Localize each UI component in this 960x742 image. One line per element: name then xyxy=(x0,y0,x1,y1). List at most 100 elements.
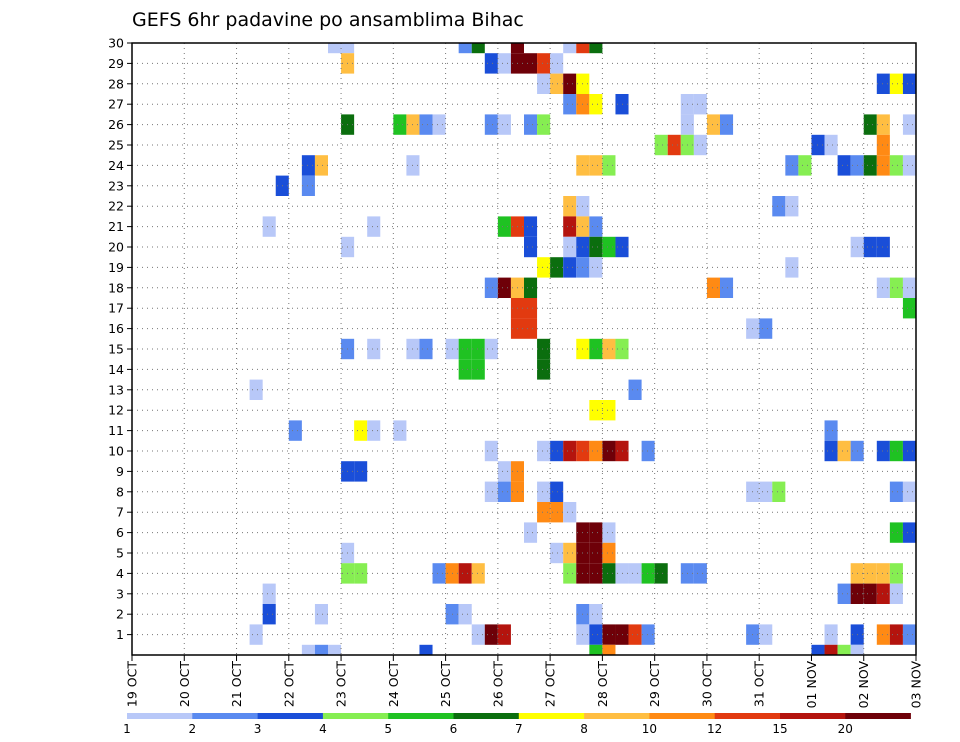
heatmap-cell xyxy=(484,440,498,462)
heatmap-cell xyxy=(563,216,577,237)
heatmap-cell xyxy=(589,440,603,462)
heatmap-cell xyxy=(863,583,877,604)
heatmap-cell xyxy=(328,644,342,655)
heatmap-cell xyxy=(524,236,538,258)
heatmap-cell xyxy=(759,481,773,502)
y-tick-label: 12 xyxy=(108,403,124,418)
heatmap-cell xyxy=(524,277,538,298)
x-tick-label: 29 OCT xyxy=(647,661,662,707)
heatmap-cell xyxy=(288,420,302,441)
heatmap-cell xyxy=(458,43,472,54)
heatmap-cell xyxy=(902,155,916,176)
heatmap-cell xyxy=(589,644,603,655)
heatmap-cell xyxy=(837,155,851,176)
heatmap-cell xyxy=(863,236,877,258)
y-tick-label: 1 xyxy=(116,627,124,642)
heatmap-cell xyxy=(262,216,276,237)
heatmap-cell xyxy=(589,563,603,584)
heatmap-cell xyxy=(902,624,916,645)
heatmap-cell xyxy=(589,216,603,237)
heatmap-cell xyxy=(889,563,903,584)
heatmap-cell xyxy=(589,94,603,115)
heatmap-cell xyxy=(563,257,577,278)
heatmap-cell xyxy=(824,420,838,441)
heatmap-cell xyxy=(811,644,825,655)
heatmap-cell xyxy=(889,277,903,298)
heatmap-cell xyxy=(889,440,903,462)
heatmap-cell xyxy=(589,604,603,625)
heatmap-cell xyxy=(563,43,577,54)
heatmap-cell xyxy=(354,461,368,482)
heatmap-cell xyxy=(850,644,864,655)
heatmap-cell xyxy=(628,624,642,645)
heatmap-cell xyxy=(497,114,511,135)
legend-label: 5 xyxy=(384,722,392,736)
y-tick-label: 3 xyxy=(116,586,124,601)
heatmap-cell xyxy=(432,563,446,584)
heatmap-cell xyxy=(824,644,838,655)
x-tick-label: 20 OCT xyxy=(177,661,192,707)
heatmap-cell xyxy=(641,440,655,462)
heatmap-cell xyxy=(785,196,799,217)
heatmap-cell xyxy=(602,542,616,564)
x-tick-label: 23 OCT xyxy=(334,661,349,707)
legend-swatch xyxy=(322,713,389,719)
y-tick-label: 23 xyxy=(108,178,124,193)
heatmap-cell xyxy=(497,277,511,298)
heatmap-cell xyxy=(458,604,472,625)
heatmap-cell xyxy=(484,338,498,360)
heatmap-cell xyxy=(419,114,433,135)
heatmap-cell xyxy=(798,155,812,176)
y-tick-label: 18 xyxy=(108,280,124,295)
heatmap-cell xyxy=(471,624,485,645)
heatmap-cell xyxy=(524,318,538,339)
x-tick-label: 27 OCT xyxy=(543,661,558,707)
heatmap-cell xyxy=(693,563,707,584)
heatmap-cell xyxy=(902,440,916,462)
heatmap-cell xyxy=(824,624,838,645)
heatmap-cell xyxy=(902,298,916,319)
y-tick-label: 19 xyxy=(108,260,124,275)
heatmap-cell xyxy=(602,236,616,258)
heatmap-cell xyxy=(497,481,511,502)
heatmap-cell xyxy=(432,114,446,135)
x-tick-label: 24 OCT xyxy=(386,661,401,707)
heatmap-cell xyxy=(876,624,890,645)
heatmap-cell xyxy=(889,73,903,94)
heatmap-cell xyxy=(863,563,877,584)
heatmap-cell xyxy=(772,196,786,217)
heatmap-cell xyxy=(471,563,485,584)
heatmap-cell xyxy=(537,440,551,462)
legend-swatch xyxy=(127,713,193,719)
heatmap-cell xyxy=(602,644,616,655)
x-tick-label: 22 OCT xyxy=(281,661,296,707)
y-tick-label: 4 xyxy=(116,566,124,581)
heatmap-cell xyxy=(497,216,511,237)
legend-swatch xyxy=(518,713,585,719)
heatmap-cell xyxy=(889,155,903,176)
heatmap-cell xyxy=(524,522,538,543)
heatmap-cell xyxy=(537,73,551,94)
y-tick-label: 20 xyxy=(108,240,124,255)
heatmap-cell xyxy=(301,155,315,176)
heatmap-cell xyxy=(902,277,916,298)
heatmap-cell xyxy=(497,53,511,74)
heatmap-cell xyxy=(262,604,276,625)
heatmap-cell xyxy=(589,624,603,645)
heatmap-cell xyxy=(393,420,407,441)
heatmap-cell xyxy=(458,563,472,584)
heatmap-cell xyxy=(589,400,603,421)
x-tick-label: 01 NOV xyxy=(804,661,819,709)
heatmap-cell xyxy=(693,94,707,115)
heatmap-cell xyxy=(563,73,577,94)
heatmap-cell xyxy=(889,624,903,645)
heatmap-cell xyxy=(458,338,472,360)
y-tick-label: 16 xyxy=(108,321,124,336)
heatmap-cell xyxy=(249,379,263,400)
heatmap-cell xyxy=(602,400,616,421)
heatmap-cell xyxy=(367,420,381,441)
x-tick-label: 28 OCT xyxy=(595,661,610,707)
heatmap-cell xyxy=(602,624,616,645)
chart-title: GEFS 6hr padavine po ansamblima Bihac xyxy=(132,9,524,31)
heatmap-cell xyxy=(550,502,564,523)
